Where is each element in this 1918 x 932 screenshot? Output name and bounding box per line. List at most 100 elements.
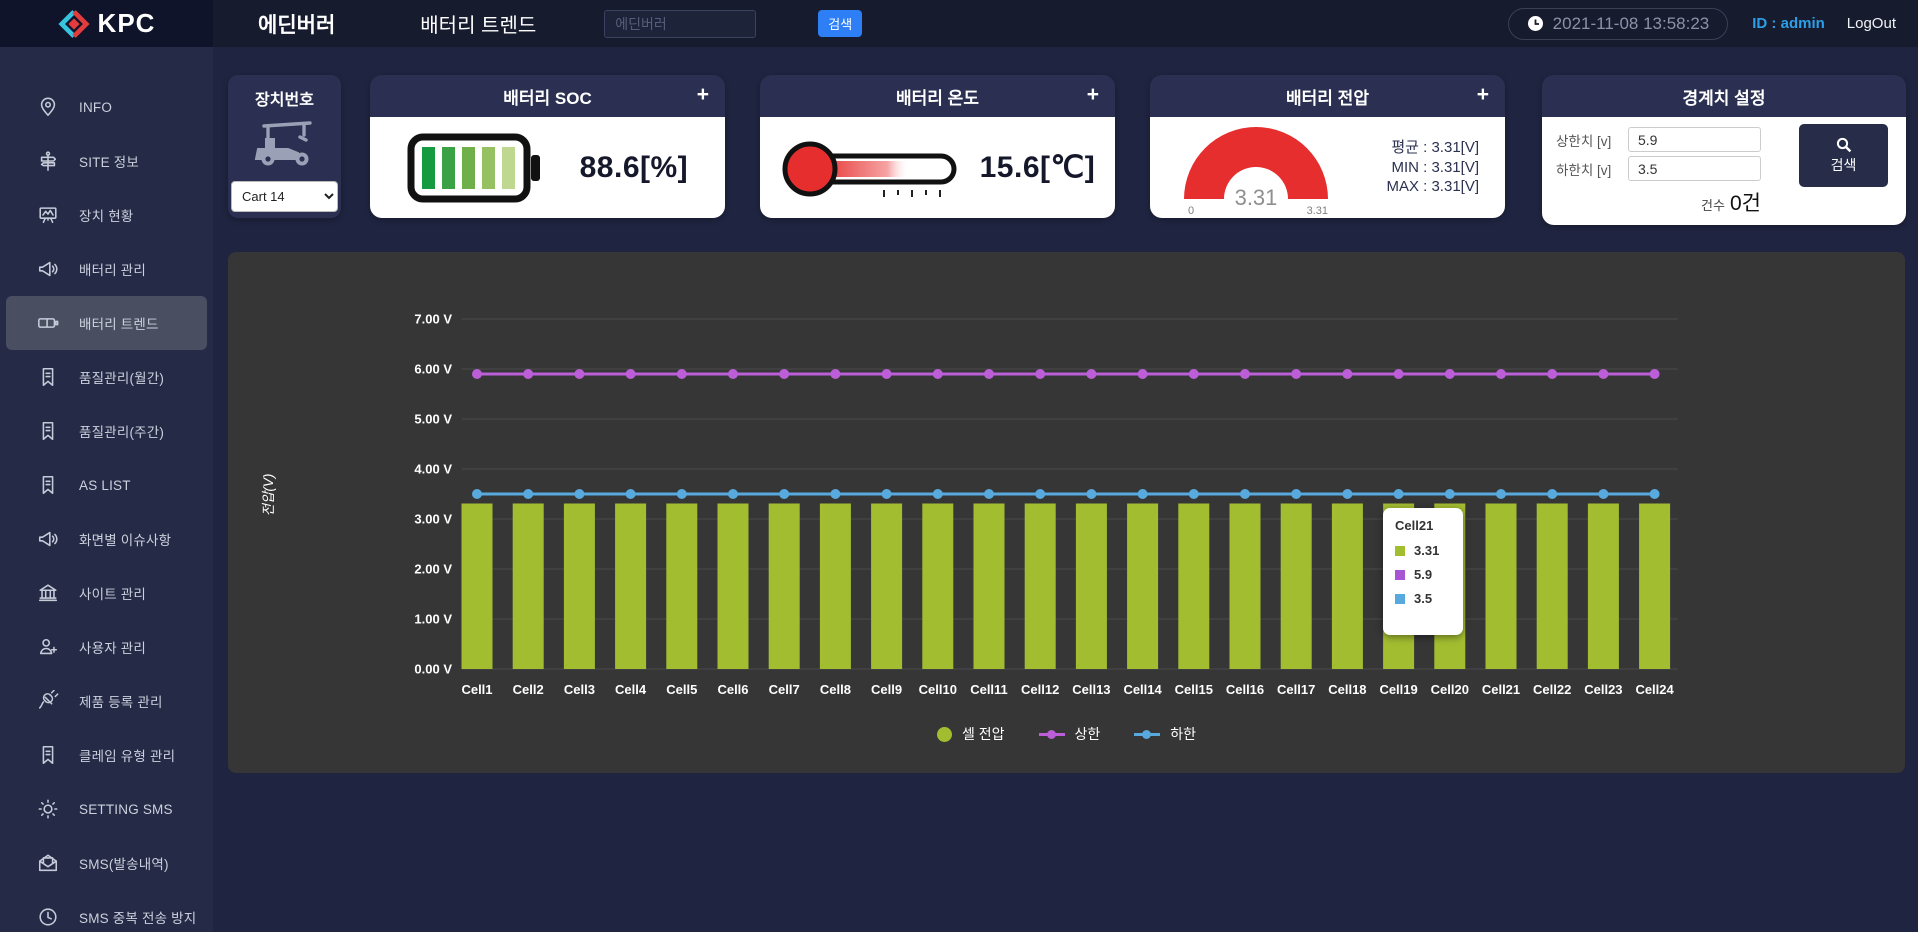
app-logo[interactable]: KPC [0, 0, 213, 47]
bar-Cell2[interactable] [512, 503, 544, 670]
point-하한[interactable] [1188, 489, 1199, 499]
bar-Cell15[interactable] [1178, 503, 1210, 670]
legend-item-상한[interactable]: 상한 [1038, 724, 1100, 744]
bar-Cell1[interactable] [461, 503, 493, 670]
bar-Cell21[interactable] [1485, 503, 1517, 670]
point-하한[interactable] [1598, 489, 1609, 499]
sidebar-item-화면별-이슈사항[interactable]: 화면별 이슈사항 [6, 512, 207, 566]
point-하한[interactable] [1342, 489, 1353, 499]
point-상한[interactable] [984, 369, 994, 379]
sidebar-item-사이트-관리[interactable]: 사이트 관리 [6, 566, 207, 620]
point-상한[interactable] [1393, 369, 1404, 379]
legend-item-셀 전압[interactable]: 셀 전압 [936, 724, 1005, 744]
point-상한[interactable] [1547, 369, 1558, 379]
bar-Cell9[interactable] [871, 503, 903, 670]
bar-Cell11[interactable] [973, 503, 1005, 670]
point-상한[interactable] [1035, 369, 1046, 379]
point-하한[interactable] [1496, 489, 1506, 499]
sidebar-item-장치-현황[interactable]: 장치 현황 [6, 188, 207, 242]
search-button[interactable]: 검색 [818, 10, 863, 37]
point-하한[interactable] [574, 489, 585, 499]
bar-Cell12[interactable] [1024, 503, 1056, 670]
point-상한[interactable] [830, 369, 841, 379]
point-상한[interactable] [574, 369, 585, 379]
bar-Cell22[interactable] [1536, 503, 1568, 670]
bar-Cell18[interactable] [1331, 503, 1363, 670]
point-하한[interactable] [1649, 489, 1660, 499]
point-하한[interactable] [984, 489, 994, 499]
bar-Cell7[interactable] [768, 503, 800, 670]
limits-search-button[interactable]: 검색 [1799, 124, 1888, 187]
sidebar-item-배터리-관리[interactable]: 배터리 관리 [6, 242, 207, 296]
point-하한[interactable] [1137, 489, 1148, 499]
point-하한[interactable] [779, 489, 790, 499]
sidebar-item-클레임-유형-관리[interactable]: 클레임 유형 관리 [6, 728, 207, 782]
sidebar-item-AS-LIST[interactable]: AS LIST [6, 458, 207, 512]
point-상한[interactable] [1444, 369, 1455, 379]
point-하한[interactable] [676, 489, 687, 499]
legend-item-하한[interactable]: 하한 [1134, 724, 1196, 744]
point-상한[interactable] [1188, 369, 1199, 379]
point-하한[interactable] [1393, 489, 1404, 499]
point-하한[interactable] [1291, 489, 1302, 499]
point-하한[interactable] [830, 489, 841, 499]
bar-Cell16[interactable] [1229, 503, 1261, 670]
point-하한[interactable] [1035, 489, 1046, 499]
point-상한[interactable] [472, 369, 482, 379]
bar-Cell17[interactable] [1280, 503, 1312, 670]
bar-Cell4[interactable] [615, 503, 647, 670]
sidebar-item-제품-등록-관리[interactable]: 제품 등록 관리 [6, 674, 207, 728]
sidebar-item-사용자-관리[interactable]: 사용자 관리 [6, 620, 207, 674]
point-하한[interactable] [932, 489, 943, 499]
cell-voltage-chart[interactable]: 0.00 V 1.00 V 2.00 V 3.00 V 4.00 V 5.00 V 6.00… [228, 252, 1905, 714]
point-상한[interactable] [676, 369, 687, 379]
point-상한[interactable] [1137, 369, 1148, 379]
point-상한[interactable] [728, 369, 738, 379]
point-하한[interactable] [523, 489, 534, 499]
upper-limit-input[interactable] [1628, 127, 1761, 152]
bar-Cell24[interactable] [1639, 503, 1671, 670]
bar-Cell13[interactable] [1075, 503, 1107, 670]
sidebar-item-INFO[interactable]: INFO [6, 80, 207, 134]
point-상한[interactable] [779, 369, 790, 379]
soc-expand-button[interactable]: + [696, 83, 709, 106]
voltage-expand-button[interactable]: + [1476, 83, 1489, 106]
bar-Cell5[interactable] [666, 503, 698, 670]
point-상한[interactable] [932, 369, 943, 379]
temp-expand-button[interactable]: + [1086, 83, 1099, 106]
point-하한[interactable] [1240, 489, 1250, 499]
point-하한[interactable] [1547, 489, 1558, 499]
point-하한[interactable] [728, 489, 738, 499]
point-상한[interactable] [1342, 369, 1353, 379]
sidebar-item-품질관리(월간)[interactable]: 품질관리(월간) [6, 350, 207, 404]
search-input[interactable] [604, 9, 757, 38]
point-상한[interactable] [625, 369, 636, 379]
device-select[interactable]: Cart 14 [231, 181, 338, 212]
sidebar-item-배터리-트렌드[interactable]: 배터리 트렌드 [6, 296, 207, 350]
sidebar-item-SMS(발송내역)[interactable]: SMS(발송내역) [6, 836, 207, 890]
point-상한[interactable] [1649, 369, 1660, 379]
point-하한[interactable] [1444, 489, 1455, 499]
bar-Cell8[interactable] [819, 503, 851, 670]
lower-limit-input[interactable] [1628, 156, 1761, 181]
point-상한[interactable] [1086, 369, 1097, 379]
sidebar-item-SITE-정보[interactable]: SITE 정보 [6, 134, 207, 188]
bar-Cell10[interactable] [922, 503, 954, 670]
point-하한[interactable] [881, 489, 892, 499]
point-상한[interactable] [881, 369, 892, 379]
bar-Cell3[interactable] [563, 503, 595, 670]
point-상한[interactable] [1240, 369, 1250, 379]
point-상한[interactable] [1291, 369, 1302, 379]
point-하한[interactable] [625, 489, 636, 499]
bar-Cell23[interactable] [1587, 503, 1619, 670]
point-상한[interactable] [1496, 369, 1506, 379]
sidebar-item-품질관리(주간)[interactable]: 품질관리(주간) [6, 404, 207, 458]
point-상한[interactable] [1598, 369, 1609, 379]
point-하한[interactable] [1086, 489, 1097, 499]
sidebar-item-SETTING-SMS[interactable]: SETTING SMS [6, 782, 207, 836]
logout-button[interactable]: LogOut [1846, 15, 1896, 32]
bar-Cell14[interactable] [1127, 503, 1159, 670]
bar-Cell6[interactable] [717, 503, 749, 670]
point-하한[interactable] [472, 489, 482, 499]
point-상한[interactable] [523, 369, 534, 379]
